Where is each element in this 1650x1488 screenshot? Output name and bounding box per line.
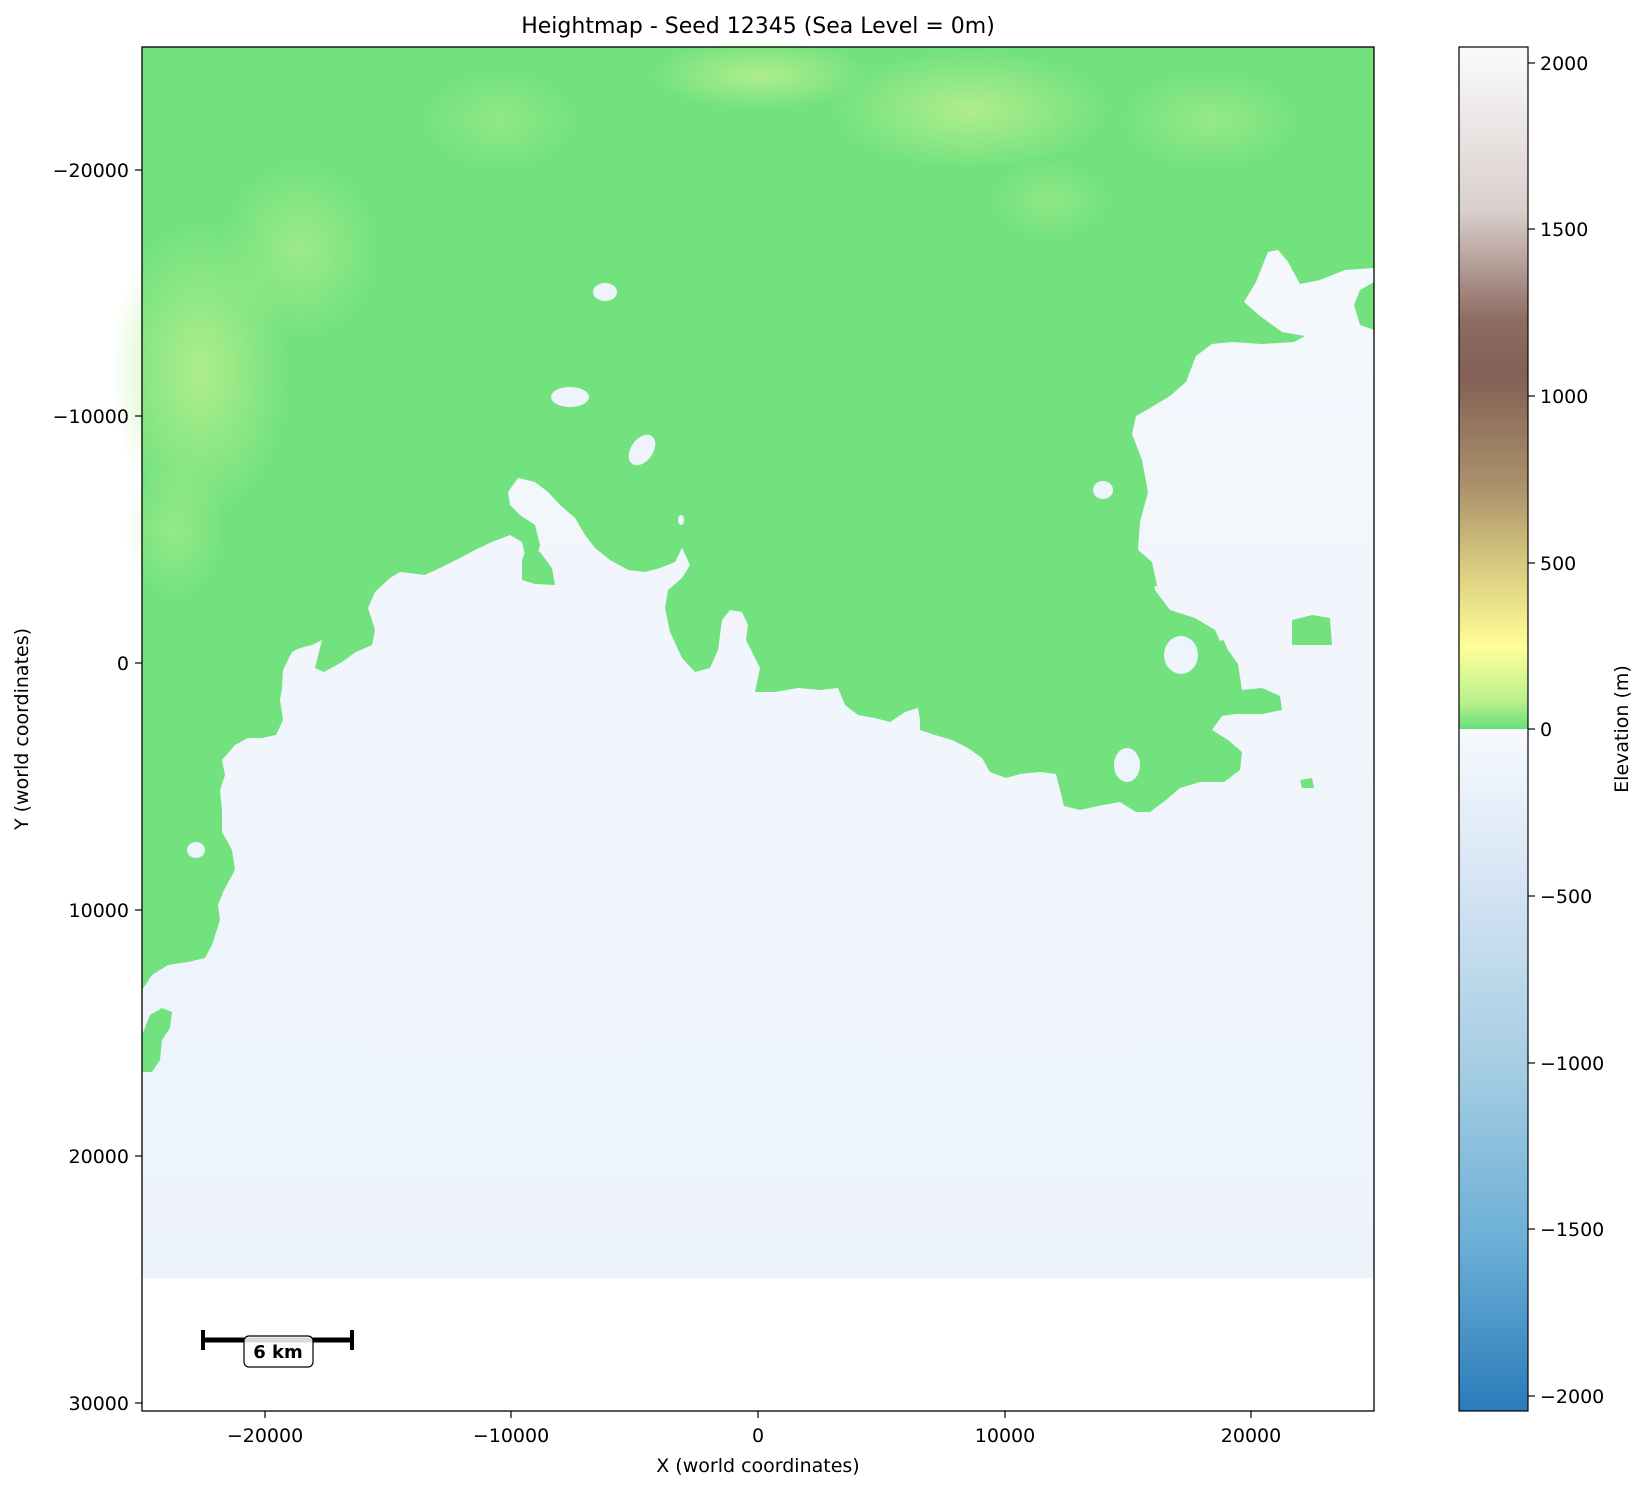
land-island: [1300, 778, 1314, 788]
colorbar-tick-label: 2000: [1540, 53, 1588, 75]
x-axis: −20000 −10000 0 10000 20000 X (world coo…: [227, 1411, 1281, 1477]
lake: [551, 387, 589, 407]
y-tick-label: 0: [117, 653, 129, 675]
y-tick-label: 20000: [69, 1146, 129, 1168]
colorbar-tick-label: 500: [1540, 553, 1576, 575]
colorbar-tick-label: 0: [1540, 719, 1552, 741]
y-tick-label: −20000: [53, 160, 129, 182]
scale-bar: 6 km: [201, 1330, 354, 1368]
lake: [628, 434, 656, 466]
x-tick-label: −20000: [227, 1425, 303, 1447]
x-tick-label: −10000: [473, 1425, 549, 1447]
elevation-highlights: [110, 40, 1300, 600]
x-axis-label: X (world coordinates): [656, 1455, 859, 1477]
x-tick-label: 20000: [1221, 1425, 1281, 1447]
lake: [1164, 636, 1198, 674]
land-island: [522, 545, 555, 585]
lake: [1093, 481, 1113, 499]
land-island: [1292, 615, 1332, 645]
colorbar-tick-label: −500: [1540, 886, 1592, 908]
colorbar: 2000 1500 1000 500 0 −500 −1000 −1500 −2…: [1458, 46, 1633, 1412]
colorbar-tick-label: −2000: [1540, 1386, 1604, 1408]
coastline-land: [142, 47, 1374, 812]
scale-bar-label-box: [243, 1335, 314, 1368]
chart-title: Heightmap - Seed 12345 (Sea Level = 0m): [521, 14, 995, 39]
map-plot-area: 6 km: [110, 40, 1375, 1412]
colorbar-tick-label: 1500: [1540, 219, 1588, 241]
y-axis: −20000 −10000 0 10000 20000 30000 Y (wor…: [11, 160, 142, 1415]
y-tick-label: 10000: [69, 900, 129, 922]
lake: [1114, 748, 1140, 782]
x-tick-label: 10000: [975, 1425, 1035, 1447]
y-axis-label: Y (world coordinates): [11, 628, 33, 831]
y-tick-label: 30000: [69, 1393, 129, 1415]
colorbar-tick-label: 1000: [1540, 386, 1588, 408]
colorbar-label: Elevation (m): [1611, 665, 1633, 793]
colorbar-tick-label: −1000: [1540, 1053, 1604, 1075]
land-island: [142, 1008, 172, 1072]
lake: [187, 842, 205, 858]
colorbar-gradient: [1458, 46, 1529, 1412]
colorbar-tick-label: −1500: [1540, 1219, 1604, 1241]
sea-body: [142, 250, 1374, 1278]
lake: [593, 283, 617, 301]
x-tick-label: 0: [752, 1425, 764, 1447]
lake: [678, 515, 684, 525]
y-tick-label: −10000: [53, 406, 129, 428]
land-island: [1354, 282, 1374, 330]
scale-bar-label: 6 km: [253, 1342, 303, 1363]
